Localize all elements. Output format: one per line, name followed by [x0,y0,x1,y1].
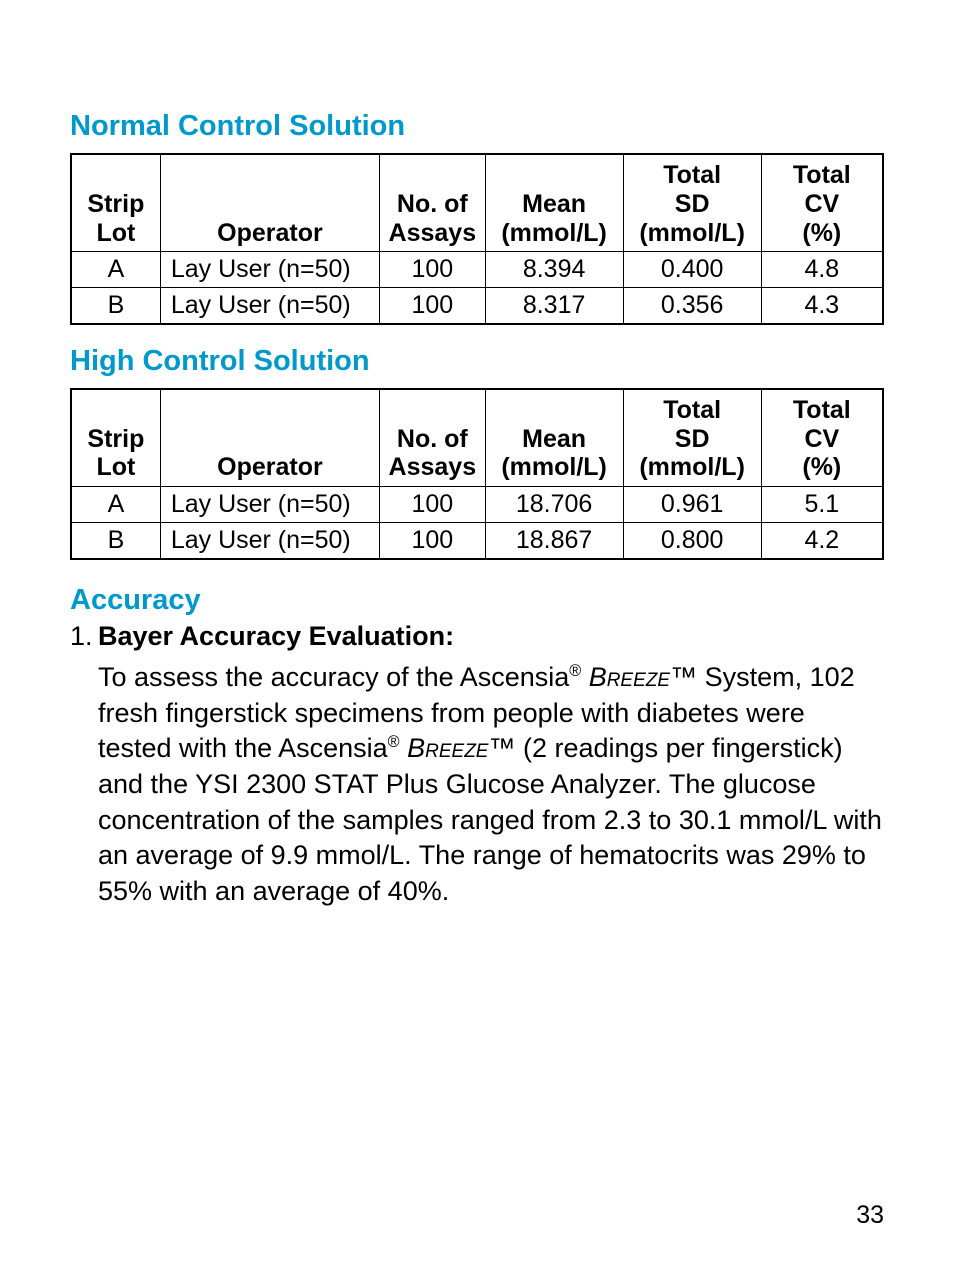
cell-assays: 100 [380,487,486,523]
col-mean: Mean(mmol/L) [485,154,623,252]
cell-cv: 4.3 [761,288,883,324]
col-total-sd: TotalSD(mmol/L) [623,389,761,487]
cell-cv: 4.8 [761,252,883,288]
cell-operator: Lay User (n=50) [160,487,379,523]
cell-sd: 0.400 [623,252,761,288]
col-total-cv: TotalCV(%) [761,389,883,487]
table-row: B Lay User (n=50) 100 8.317 0.356 4.3 [71,288,883,324]
col-strip-lot: StripLot [71,389,160,487]
table-row: B Lay User (n=50) 100 18.867 0.800 4.2 [71,522,883,558]
cell-sd: 0.800 [623,522,761,558]
accuracy-item-heading: Bayer Accuracy Evaluation: [98,621,454,651]
accuracy-heading: Accuracy [70,584,884,617]
normal-solution-table: StripLot Operator No. ofAssays Mean(mmol… [70,153,884,325]
col-total-sd: TotalSD(mmol/L) [623,154,761,252]
col-operator: Operator [160,389,379,487]
cell-strip: A [71,487,160,523]
list-number: 1. [70,619,98,910]
cell-mean: 18.867 [485,522,623,558]
cell-cv: 4.2 [761,522,883,558]
cell-operator: Lay User (n=50) [160,522,379,558]
table-header-row: StripLot Operator No. ofAssays Mean(mmol… [71,154,883,252]
col-strip-lot: StripLot [71,154,160,252]
cell-strip: B [71,522,160,558]
cell-assays: 100 [380,288,486,324]
col-no-assays: No. ofAssays [380,154,486,252]
col-mean: Mean(mmol/L) [485,389,623,487]
cell-operator: Lay User (n=50) [160,252,379,288]
page-number: 33 [856,1201,884,1230]
cell-assays: 100 [380,522,486,558]
high-solution-table: StripLot Operator No. ofAssays Mean(mmol… [70,388,884,560]
cell-assays: 100 [380,252,486,288]
normal-solution-heading: Normal Control Solution [70,110,884,143]
col-no-assays: No. ofAssays [380,389,486,487]
cell-sd: 0.356 [623,288,761,324]
cell-mean: 8.317 [485,288,623,324]
cell-strip: B [71,288,160,324]
cell-mean: 18.706 [485,487,623,523]
high-solution-heading: High Control Solution [70,345,884,378]
accuracy-list: 1. Bayer Accuracy Evaluation: To assess … [70,619,884,910]
cell-sd: 0.961 [623,487,761,523]
accuracy-item-1: 1. Bayer Accuracy Evaluation: To assess … [70,619,884,910]
cell-operator: Lay User (n=50) [160,288,379,324]
col-total-cv: TotalCV(%) [761,154,883,252]
cell-mean: 8.394 [485,252,623,288]
cell-cv: 5.1 [761,487,883,523]
accuracy-body-text: To assess the accuracy of the Ascensia® … [98,660,884,909]
col-operator: Operator [160,154,379,252]
table-header-row: StripLot Operator No. ofAssays Mean(mmol… [71,389,883,487]
table-row: A Lay User (n=50) 100 18.706 0.961 5.1 [71,487,883,523]
cell-strip: A [71,252,160,288]
table-row: A Lay User (n=50) 100 8.394 0.400 4.8 [71,252,883,288]
